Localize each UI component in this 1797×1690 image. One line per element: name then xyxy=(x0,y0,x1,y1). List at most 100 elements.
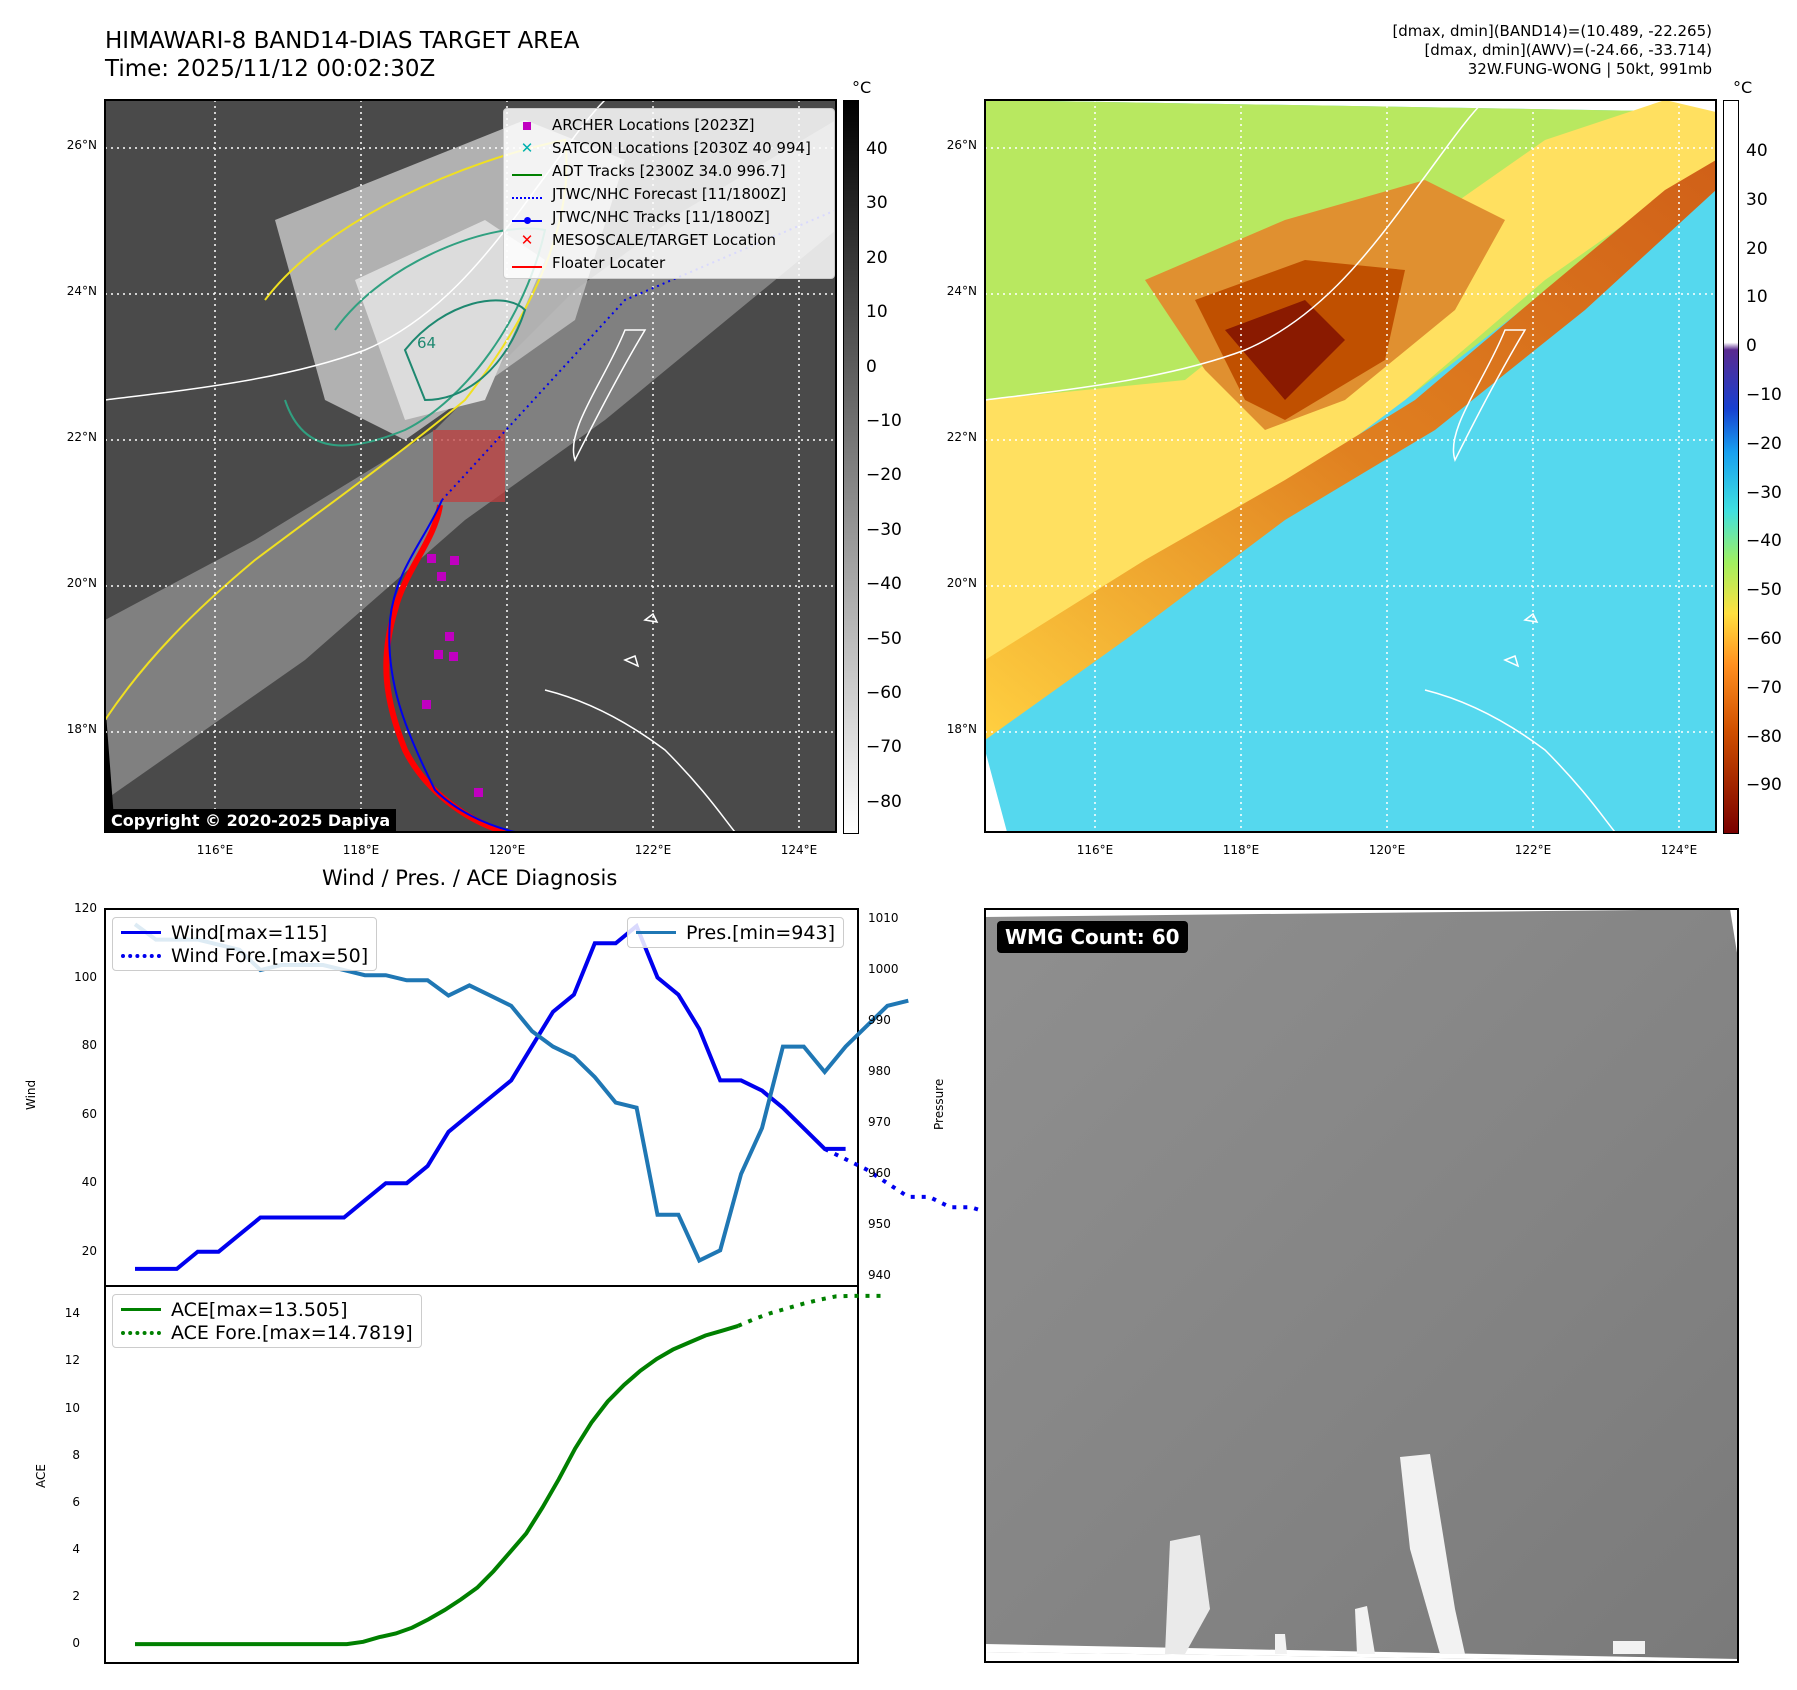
gray-colorbar-tick: −50 xyxy=(866,628,902,649)
wind-ytick-label: 60 xyxy=(81,1106,97,1121)
wind-forecast-legend-label: Wind Fore.[max=50] xyxy=(171,944,369,967)
lon-label: 118°E xyxy=(1222,843,1260,857)
lat-label: 18°N xyxy=(946,722,977,736)
legend-label: ARCHER Locations [2023Z] xyxy=(552,115,755,134)
color-map-frame xyxy=(984,99,1717,833)
color-colorbar-tick: −90 xyxy=(1746,775,1782,796)
pressure-ytick-label: 970 xyxy=(868,1114,891,1129)
color-colorbar-tick: 0 xyxy=(1746,336,1757,357)
color-colorbar-unit: °C xyxy=(1733,78,1753,97)
lat-label: 24°N xyxy=(946,284,977,298)
wind-ytick-label: 40 xyxy=(81,1175,97,1190)
wind-ytick-label: 100 xyxy=(74,969,97,984)
gray-colorbar-tick: −10 xyxy=(866,411,902,431)
map-legend-item: ARCHER Locations [2023Z] xyxy=(510,113,828,136)
map-legend-item: JTWC/NHC Tracks [11/1800Z] xyxy=(510,205,828,228)
wmg-count-label: WMG Count: 60 xyxy=(997,921,1188,953)
info-line1: [dmax, dmin](BAND14)=(10.489, -22.265) xyxy=(1392,22,1712,40)
ir-map-frame xyxy=(104,99,837,833)
gray-colorbar-tick: −40 xyxy=(866,574,902,595)
lat-label: 22°N xyxy=(946,430,977,444)
ace-legend: ACE[max=13.505] ACE Fore.[max=14.7819] xyxy=(112,1294,422,1348)
map-legend-item: ✕ SATCON Locations [2030Z 40 994] xyxy=(510,136,828,159)
pressure-ytick-label: 980 xyxy=(868,1064,891,1079)
ace-ytick-label: 12 xyxy=(64,1353,80,1368)
color-colorbar-tick: 40 xyxy=(1746,141,1768,161)
ace-chart-frame xyxy=(104,1285,859,1664)
wind-axis-label: Wind xyxy=(24,1079,38,1110)
legend-marker-icon: ✕ xyxy=(520,138,534,157)
legend-marker-icon xyxy=(510,208,544,226)
legend-label: MESOSCALE/TARGET Location xyxy=(552,230,777,249)
ir-map-panel: 64 Copyright © 2020-2025 Dapiya ARCHER L… xyxy=(105,100,836,832)
gray-colorbar-tick: −70 xyxy=(866,737,902,758)
gray-colorbar-tick: 20 xyxy=(866,247,888,268)
color-colorbar-tick: 10 xyxy=(1746,287,1768,308)
color-colorbar xyxy=(1723,100,1739,834)
legend-label: JTWC/NHC Tracks [11/1800Z] xyxy=(552,207,770,226)
ace-axis-label: ACE xyxy=(34,1464,48,1488)
map-legend: ARCHER Locations [2023Z] ✕ SATCON Location… xyxy=(503,108,835,279)
gray-colorbar-tick: −60 xyxy=(866,683,902,703)
lon-label: 122°E xyxy=(1514,843,1552,857)
map-legend-item: Floater Locater xyxy=(510,251,828,274)
gray-colorbar-unit: °C xyxy=(852,78,872,97)
lon-label: 124°E xyxy=(780,843,818,857)
gray-colorbar-tick: 40 xyxy=(866,139,888,159)
ace-ytick-label: 2 xyxy=(72,1589,80,1604)
ace-ytick-label: 0 xyxy=(72,1636,80,1651)
color-map-panel xyxy=(985,100,1716,832)
lat-label: 24°N xyxy=(66,284,97,298)
lon-label: 116°E xyxy=(1076,843,1114,857)
color-colorbar-tick: −50 xyxy=(1746,580,1782,601)
title-line2: Time: 2025/11/12 00:02:30Z xyxy=(105,56,436,82)
pressure-ytick-label: 960 xyxy=(868,1165,891,1180)
series-line xyxy=(135,922,846,1271)
ace-ytick-label: 6 xyxy=(72,1494,80,1509)
color-colorbar-tick: −30 xyxy=(1746,482,1782,503)
lat-label: 26°N xyxy=(66,138,97,152)
color-colorbar-tick: −80 xyxy=(1746,726,1782,747)
series-line xyxy=(133,922,909,1264)
ace-ytick-label: 4 xyxy=(72,1541,80,1556)
wmg-panel: WMG Count: 60 xyxy=(985,909,1738,1662)
legend-label: JTWC/NHC Forecast [11/1800Z] xyxy=(552,184,787,203)
color-colorbar-tick: −60 xyxy=(1746,629,1782,649)
wind-ytick-label: 80 xyxy=(81,1038,97,1053)
stats-info: [dmax, dmin](BAND14)=(10.489, -22.265) [… xyxy=(1392,22,1712,79)
color-map-image xyxy=(985,100,1716,832)
info-line2: [dmax, dmin](AWV)=(-24.66, -33.714) xyxy=(1424,41,1712,59)
pressure-ytick-label: 940 xyxy=(868,1267,891,1282)
lat-label: 22°N xyxy=(66,430,97,444)
copyright-label: Copyright © 2020-2025 Dapiya xyxy=(105,809,397,832)
pressure-legend: Pres.[min=943] xyxy=(627,917,844,948)
ace-ytick-label: 10 xyxy=(64,1400,80,1415)
legend-marker-icon xyxy=(510,116,544,134)
wind-legend: Wind[max=115] Wind Fore.[max=50] xyxy=(112,917,378,971)
color-colorbar-tick: −70 xyxy=(1746,677,1782,698)
color-colorbar-tick: −40 xyxy=(1746,531,1782,552)
wind-legend-label: Wind[max=115] xyxy=(171,921,328,944)
legend-label: SATCON Locations [2030Z 40 994] xyxy=(552,138,811,157)
pressure-ytick-label: 950 xyxy=(868,1216,891,1231)
diagnosis-title: Wind / Pres. / ACE Diagnosis xyxy=(322,866,618,890)
gray-colorbar-tick: −30 xyxy=(866,519,902,540)
wind-ytick-label: 120 xyxy=(74,901,97,915)
ace-ytick-label: 14 xyxy=(64,1306,80,1321)
gray-colorbar xyxy=(843,100,859,834)
pressure-axis-label: Pressure xyxy=(932,1078,946,1130)
lon-label: 120°E xyxy=(488,843,526,857)
map-legend-item: ✕ MESOSCALE/TARGET Location xyxy=(510,228,828,251)
legend-label: Floater Locater xyxy=(552,253,666,272)
legend-marker-icon xyxy=(510,185,544,203)
gray-colorbar-tick: −80 xyxy=(866,791,902,812)
lat-label: 26°N xyxy=(946,138,977,152)
contour-label: 64 xyxy=(417,334,436,352)
map-legend-item: ADT Tracks [2300Z 34.0 996.7] xyxy=(510,159,828,182)
lat-label: 18°N xyxy=(66,722,97,736)
legend-marker-icon: ✕ xyxy=(520,230,534,249)
pressure-legend-label: Pres.[min=943] xyxy=(686,921,835,944)
pressure-ytick-label: 1010 xyxy=(868,911,899,926)
lat-label: 20°N xyxy=(946,576,977,590)
gray-colorbar-tick: 0 xyxy=(866,356,877,377)
